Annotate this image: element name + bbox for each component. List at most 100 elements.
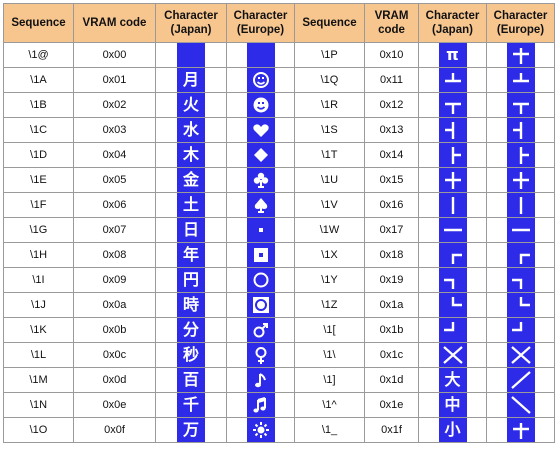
europe-glyph-cell-chip (246, 93, 275, 117)
header-europe-text: Character (Europe) (233, 10, 288, 36)
japan-glyph-cell-chip (438, 243, 467, 267)
slash-icon (510, 371, 531, 389)
table-row: \1G 0x07 日 \1W 0x17 (3, 217, 555, 243)
japan-glyph-cell-chip: 水 (177, 118, 205, 142)
europe-glyph-cell (486, 417, 555, 443)
sequence-cell: \1_ (294, 417, 365, 443)
europe-glyph-cell-chip (246, 318, 275, 342)
circle-icon (253, 272, 268, 288)
table-row: \1K 0x0b 分 \1[0x1b (3, 317, 555, 343)
vram-code-cell: 0x13 (364, 117, 419, 143)
sequence-cell: \1C (3, 117, 74, 143)
japan-glyph-cell-char: 千 (182, 395, 199, 414)
table-row: \1F 0x06 土 \1V 0x16 (3, 192, 555, 218)
japan-glyph-cell: 木 (155, 142, 227, 168)
spade-icon (254, 198, 267, 213)
japan-glyph-cell-chip (438, 268, 467, 292)
bullet-icon (258, 228, 263, 232)
box-top-right-icon (511, 278, 522, 289)
sequence-cell: \1R (294, 92, 365, 118)
japan-glyph-cell-chip (438, 143, 467, 167)
header-character-europe: Character (Europe) (226, 3, 295, 43)
japan-glyph-cell-chip: 時 (177, 293, 205, 317)
header-vram-code: VRAM code (73, 3, 156, 43)
double-note-icon (252, 397, 266, 413)
vram-code-cell: 0x07 (73, 217, 156, 243)
japan-glyph-cell-chip: 年 (177, 243, 205, 267)
japan-glyph-cell-char: 円 (182, 270, 199, 289)
europe-glyph-cell (226, 417, 295, 443)
europe-glyph-cell-chip (246, 243, 275, 267)
japan-glyph-cell-char: π (446, 45, 459, 64)
box-cross-icon (512, 172, 529, 189)
europe-glyph-cell-chip (506, 393, 535, 417)
vram-code-cell: 0x10 (364, 42, 419, 68)
europe-glyph-cell (226, 92, 295, 118)
europe-glyph-cell-chip (506, 43, 535, 67)
vram-code-cell: 0x04 (73, 142, 156, 168)
sun-icon (252, 422, 269, 438)
europe-glyph-cell (226, 42, 295, 68)
vram-code-cell: 0x0f (73, 417, 156, 443)
female-icon (255, 347, 266, 364)
sequence-cell: \1^ (294, 392, 365, 418)
cross-x-icon (442, 346, 463, 364)
japan-glyph-cell-char: 日 (182, 220, 199, 239)
japan-glyph-cell-chip: 火 (177, 93, 205, 117)
sequence-cell: \1S (294, 117, 365, 143)
japan-glyph-cell: 千 (155, 392, 227, 418)
japan-glyph-cell-chip (438, 193, 467, 217)
europe-glyph-cell (486, 217, 555, 243)
japan-glyph-cell (418, 317, 487, 343)
europe-glyph-cell (226, 167, 295, 193)
box-right-tee-icon (519, 147, 529, 164)
japan-glyph-cell-char: 時 (182, 295, 199, 314)
sequence-cell: \1G (3, 217, 74, 243)
header-character-japan: Character (Japan) (155, 3, 227, 43)
europe-glyph-cell (486, 367, 555, 393)
europe-glyph-cell (226, 317, 295, 343)
table-row: \1D 0x04 木 \1T 0x14 (3, 142, 555, 168)
europe-glyph-cell (226, 192, 295, 218)
europe-glyph-cell (226, 67, 295, 93)
japan-glyph-cell (418, 67, 487, 93)
sequence-cell: \1E (3, 167, 74, 193)
europe-glyph-cell (226, 342, 295, 368)
europe-glyph-cell-chip (246, 168, 275, 192)
box-bottom-right-icon (443, 322, 454, 332)
sequence-cell: \1B (3, 92, 74, 118)
japan-glyph-cell: 金 (155, 167, 227, 193)
europe-glyph-cell-chip (246, 343, 275, 367)
sequence-cell: \1A (3, 67, 74, 93)
sequence-cell: \1F (3, 192, 74, 218)
box-vertical-icon (519, 197, 522, 214)
japan-glyph-cell: 秒 (155, 342, 227, 368)
europe-glyph-cell-chip (506, 68, 535, 92)
japan-glyph-cell-chip: 中 (438, 393, 467, 417)
japan-glyph-cell-char: 土 (182, 195, 199, 214)
japan-glyph-cell-chip (438, 343, 467, 367)
japan-glyph-cell: 水 (155, 117, 227, 143)
vram-code-cell: 0x1b (364, 317, 419, 343)
europe-glyph-cell-chip (246, 293, 275, 317)
sequence-cell: \1J (3, 292, 74, 318)
japan-glyph-cell: π (418, 42, 487, 68)
male-icon (253, 323, 268, 338)
header-europe-text-2: Character (Europe) (493, 10, 548, 36)
europe-glyph-cell-chip (246, 143, 275, 167)
box-up-tee-icon (444, 73, 461, 83)
table-row: \1@ 0x00 \1P 0x10 π (3, 42, 555, 68)
sequence-cell: \1Y (294, 267, 365, 293)
europe-glyph-cell (486, 292, 555, 318)
header-japan-text-2: Character (Japan) (425, 10, 480, 36)
sequence-cell: \1\ (294, 342, 365, 368)
japan-glyph-cell-chip: 土 (177, 193, 205, 217)
europe-glyph-cell-chip (246, 268, 275, 292)
box-horizontal-icon (511, 228, 530, 232)
europe-glyph-cell-chip (506, 218, 535, 242)
vram-code-cell: 0x18 (364, 242, 419, 268)
europe-glyph-cell-chip (246, 43, 275, 67)
japan-glyph-cell (418, 217, 487, 243)
japan-glyph-cell-char: 秒 (182, 345, 199, 364)
japan-glyph-cell: 小 (418, 417, 487, 443)
